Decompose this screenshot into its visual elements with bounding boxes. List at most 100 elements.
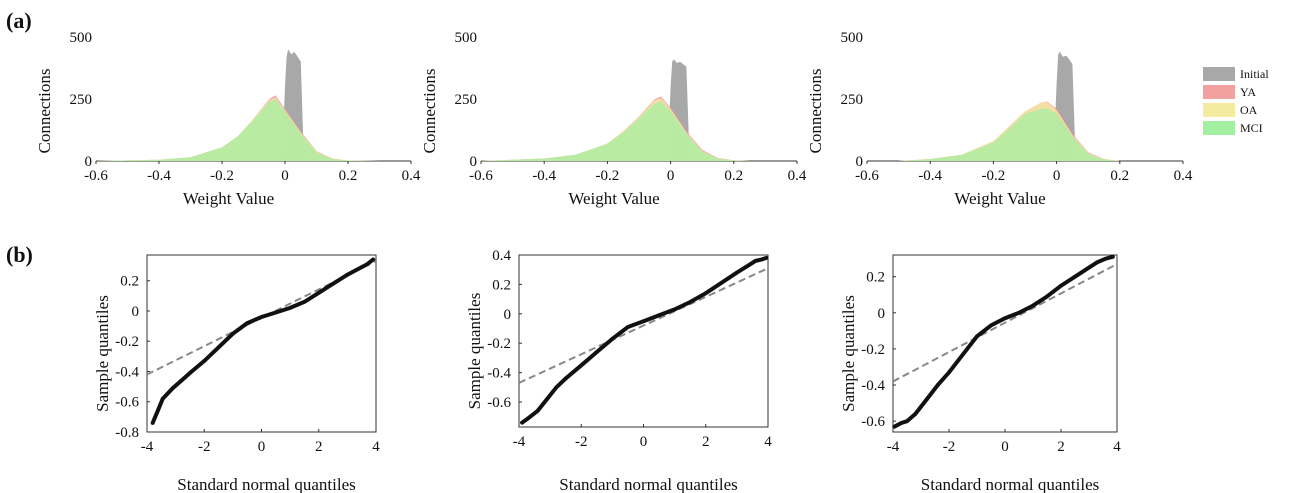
y-tick-label: 0 [470, 154, 478, 170]
y-tick-label: -0.2 [115, 334, 139, 350]
legend-swatch-mci [1203, 121, 1235, 135]
sample-point [317, 291, 321, 295]
x-tick-label: -0.4 [532, 168, 556, 184]
x-tick-label: -2 [575, 434, 588, 450]
legend-label-initial: Initial [1240, 67, 1269, 81]
y-tick-label: 500 [455, 30, 478, 46]
x-tick-label: 4 [1113, 439, 1121, 455]
y-tick-label: -0.4 [487, 366, 511, 382]
sample-point [165, 392, 169, 396]
x-tick-label: 0.4 [402, 168, 421, 184]
plot-frame [146, 254, 377, 433]
legend: Initial YA OA MCI [1203, 67, 1269, 135]
sample-point [579, 363, 583, 367]
y-tick-label: 0.2 [866, 270, 885, 286]
sample-point [925, 397, 929, 401]
sample-point [520, 421, 524, 425]
x-axis-label: Standard normal quantiles [921, 475, 1099, 493]
charts: -0.6 -0.4 -0.2 0 0.2 0.4 0 250 500 Weight Value Co… [35, 30, 1193, 493]
sample-point [245, 321, 249, 325]
sample-point [754, 259, 758, 263]
sample-point [595, 350, 599, 354]
y-axis-label: Connections [806, 69, 825, 154]
sample-point [610, 337, 614, 341]
sample-point [673, 307, 677, 311]
sample-point [331, 282, 335, 286]
legend-label-oa: OA [1240, 103, 1258, 117]
y-tick-label: 0.2 [492, 277, 511, 293]
sample-point [536, 409, 540, 413]
x-tick-label: -4 [887, 439, 900, 455]
x-tick-label: 0 [1001, 439, 1009, 455]
panel-label-a: (a) [6, 8, 32, 33]
y-tick-label: -0.6 [861, 414, 885, 430]
sample-point [1031, 304, 1035, 308]
x-tick-label: 0 [640, 434, 648, 450]
y-tick-label: -0.2 [487, 336, 511, 352]
x-tick-label: 0 [1053, 168, 1061, 184]
sample-point [260, 315, 263, 319]
sample-quantile-curve [892, 254, 1115, 429]
sample-point [288, 306, 292, 310]
x-tick-label: 0 [258, 439, 266, 455]
sample-point [735, 271, 739, 275]
x-tick-label: 2 [702, 434, 710, 450]
sample-point [231, 332, 235, 336]
y-axis-label: Connections [35, 69, 54, 154]
series-area-mci [481, 101, 750, 161]
y-tick-label: -0.6 [115, 395, 139, 411]
sample-point [161, 397, 165, 401]
x-axis-label: Weight Value [183, 189, 274, 208]
sample-point [564, 376, 568, 380]
sample-point [1059, 284, 1063, 288]
x-tick-label: 4 [372, 439, 380, 455]
x-axis-label: Weight Value [954, 189, 1045, 208]
sample-point [171, 386, 175, 390]
chart-2: -0.6 -0.4 -0.2 0 0.2 0.4 0 250 500 Weight Value Co… [420, 30, 807, 208]
sample-point [188, 371, 192, 375]
legend-label-mci: MCI [1240, 121, 1263, 135]
chart-4: -4 -2 0 2 4 -0.8 -0.6 -0.4 -0.2 0 0.2 Standard norm… [93, 254, 380, 493]
sample-point [1087, 266, 1091, 270]
sample-point [704, 291, 708, 295]
sample-point [764, 256, 768, 260]
y-tick-label: 250 [70, 92, 93, 108]
x-tick-label: -4 [513, 434, 526, 450]
x-tick-label: -0.4 [918, 168, 942, 184]
sample-point [371, 258, 375, 262]
x-tick-label: 0.4 [788, 168, 807, 184]
plot-frame [518, 254, 769, 428]
sample-point [1111, 255, 1115, 259]
reference-line [892, 263, 1118, 383]
sample-point [360, 265, 364, 269]
sample-point [217, 345, 221, 349]
x-tick-label: -0.6 [84, 168, 108, 184]
legend-swatch-initial [1203, 67, 1235, 81]
sample-point [1017, 311, 1021, 315]
y-tick-label: 250 [841, 92, 864, 108]
sample-point [202, 359, 206, 363]
y-tick-label: -0.4 [115, 364, 139, 380]
y-axis-label: Sample quantiles [465, 293, 484, 410]
x-tick-label: 0 [667, 168, 675, 184]
sample-point [554, 385, 558, 389]
reference-line [518, 267, 769, 384]
x-tick-label: -2 [943, 439, 956, 455]
sample-point [1073, 275, 1077, 279]
sample-point [899, 421, 903, 425]
x-tick-label: 2 [1057, 439, 1065, 455]
x-tick-label: 4 [764, 434, 772, 450]
y-tick-label: -0.6 [487, 395, 511, 411]
x-tick-label: -0.6 [855, 168, 879, 184]
sample-point [354, 268, 358, 272]
y-tick-label: 250 [455, 92, 478, 108]
x-tick-label: -0.6 [469, 168, 493, 184]
y-tick-label: 0.2 [120, 274, 139, 290]
x-axis-label: Standard normal quantiles [559, 475, 737, 493]
chart-3: -0.6 -0.4 -0.2 0 0.2 0.4 0 250 500 Weight Value Co… [806, 30, 1193, 208]
x-tick-label: 0 [281, 168, 289, 184]
chart-1: -0.6 -0.4 -0.2 0 0.2 0.4 0 250 500 Weight Value Co… [35, 30, 421, 208]
sample-point [688, 300, 692, 304]
sample-point [744, 265, 748, 269]
